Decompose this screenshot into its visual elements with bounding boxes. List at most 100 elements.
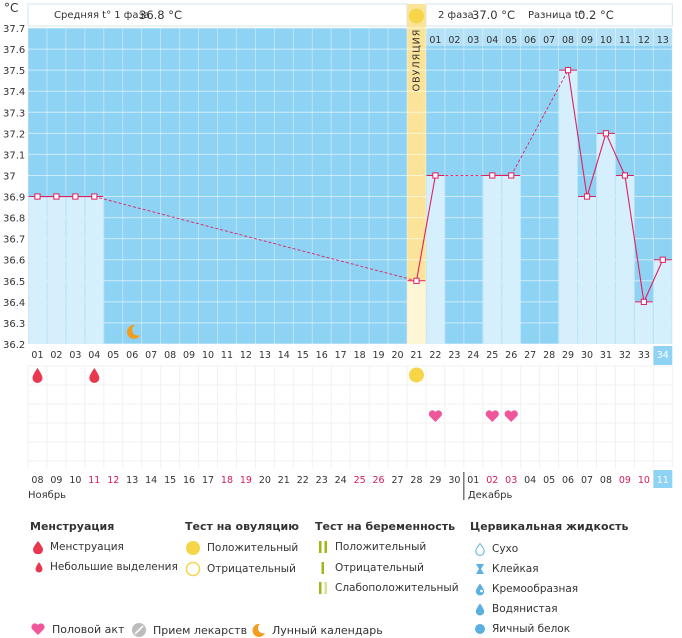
weak-strips-icon (319, 582, 327, 594)
cycle-day-label: 32 (619, 350, 631, 361)
temperature-bar (502, 175, 521, 344)
temperature-bar (578, 196, 596, 344)
calendar-date-label: 19 (240, 475, 252, 486)
top-day-label: 07 (543, 35, 555, 46)
cycle-day-label: 10 (202, 350, 214, 361)
y-tick-label: 37.1 (3, 150, 25, 161)
intercourse-heart-icon (504, 410, 518, 422)
legend-light-discharge-label: Небольшие выделения (50, 561, 178, 573)
legend-cervical-dry-label: Сухо (492, 543, 519, 555)
top-day-label: 09 (581, 35, 593, 46)
calendar-date-label: 07 (581, 475, 593, 486)
y-tick-label: 36.2 (3, 340, 25, 351)
calendar-date-label: 17 (202, 475, 214, 486)
legend-pregnancy-negative: Отрицательный (317, 561, 424, 575)
cycle-day-label: 23 (448, 350, 460, 361)
legend-pregnancy-negative-label: Отрицательный (335, 562, 424, 574)
top-day-label: 13 (657, 35, 669, 46)
y-tick-label: 36.8 (3, 214, 25, 225)
calendar-date-label: 12 (107, 475, 119, 486)
heart-icon (31, 623, 45, 635)
legend-ovulation-positive-label: Положительный (207, 542, 299, 554)
phase2-label: 2 фаза (438, 10, 474, 21)
legend-pregnancy-positive-label: Положительный (335, 541, 427, 553)
calendar-date-label: 09 (50, 475, 62, 486)
calendar-date-label: 30 (448, 475, 460, 486)
calendar-date-label: 03 (505, 475, 517, 486)
cycle-day-label: 15 (297, 350, 309, 361)
legend-cervical-creamy: Кремообразная (474, 582, 578, 596)
temperature-segment (643, 259, 664, 303)
cycle-day-label: 12 (240, 350, 252, 361)
temperature-point (432, 172, 439, 179)
cycle-day-label: 33 (638, 350, 650, 361)
legend-ovulation-title: Тест на овуляцию (185, 520, 299, 533)
legend-lunar: Лунный календарь (250, 622, 383, 638)
calendar-date-label: 21 (278, 475, 290, 486)
pill-icon (132, 623, 146, 637)
diff-value: 0.2 °C (578, 8, 614, 22)
top-day-label: 11 (619, 35, 631, 46)
cycle-day-label: 08 (164, 350, 176, 361)
cycle-day-label: 14 (278, 350, 290, 361)
sun-filled-icon (186, 541, 200, 555)
legend-ovulation-negative: Отрицательный (185, 561, 296, 577)
cycle-day-label: 31 (600, 350, 612, 361)
temperature-bar (407, 280, 426, 344)
cycle-day-label: 19 (373, 350, 385, 361)
y-tick-label: 37 (3, 171, 16, 182)
temperature-point (489, 172, 496, 179)
legend-pregnancy-positive: Положительный (317, 540, 426, 554)
header-summary: Средняя t° 1 фаза 36.8 °C 2 фаза 37.0 °C… (28, 4, 678, 26)
ovulation-test-positive-icon (408, 367, 424, 383)
intercourse-heart-icon (485, 410, 499, 422)
two-strips-icon (319, 541, 327, 553)
temperature-segment (415, 175, 436, 281)
temperature-bar (426, 175, 445, 344)
intercourse-heart-icon (428, 410, 443, 422)
cycle-day-label: 28 (543, 350, 555, 361)
legend-pregnancy-weak: Слабоположительный (317, 581, 459, 595)
calendar-date-label: 02 (486, 475, 498, 486)
temperature-bar (66, 196, 85, 344)
cycle-day-label: 04 (88, 350, 100, 361)
today-date-highlight (653, 470, 673, 488)
cycle-day-label: 29 (562, 350, 574, 361)
temperature-bar (28, 196, 47, 344)
eggwhite-icon (475, 624, 485, 634)
calendar-date-label: 06 (562, 475, 574, 486)
calendar-date-label: 10 (638, 475, 650, 486)
blood-drop-icon (33, 541, 43, 554)
temperature-segment (567, 70, 588, 197)
cycle-day-label: 25 (486, 350, 498, 361)
legend-cervical-title: Цервикальная жидкость (470, 520, 629, 533)
cycle-day-label: 34 (657, 350, 669, 361)
legend-cervical-sticky-label: Клейкая (492, 563, 539, 575)
ovulation-column (407, 4, 426, 344)
cycle-day-label: 27 (524, 350, 536, 361)
temperature-point (640, 298, 647, 305)
phase2-day-header (425, 28, 673, 46)
cycle-day-label: 18 (354, 350, 366, 361)
cycle-day-label: 24 (467, 350, 479, 361)
cycle-day-label: 13 (259, 350, 271, 361)
cycle-day-label: 02 (50, 350, 62, 361)
phase1-label: Средняя t° 1 фаза (54, 10, 150, 21)
calendar-date-label: 23 (316, 475, 328, 486)
temperature-bar (634, 301, 653, 344)
calendar-date-label: 29 (429, 475, 441, 486)
watery-drop-icon (475, 603, 485, 616)
legend-cervical-eggwhite-label: Яичный белок (492, 623, 571, 635)
temperature-bar (483, 175, 502, 344)
temperature-point (659, 256, 666, 263)
cycle-day-label: 21 (410, 350, 422, 361)
top-day-label: 03 (467, 35, 479, 46)
cycle-day-label: 06 (126, 350, 138, 361)
y-tick-label: 36.9 (3, 193, 25, 204)
calendar-date-label: 13 (126, 475, 138, 486)
y-tick-label: 36.5 (3, 277, 25, 288)
y-tick-label: 37.6 (3, 45, 25, 56)
temperature-point (91, 193, 98, 200)
dry-drop-icon (475, 542, 485, 556)
